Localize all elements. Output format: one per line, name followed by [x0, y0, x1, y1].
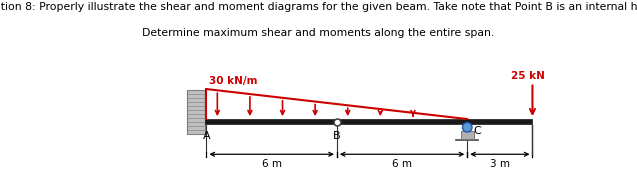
Text: 6 m: 6 m: [262, 159, 282, 169]
Bar: [187, 90, 205, 134]
Ellipse shape: [462, 122, 472, 132]
Text: 3 m: 3 m: [490, 159, 510, 169]
Text: Situation 8: Properly illustrate the shear and moment diagrams for the given bea: Situation 8: Properly illustrate the she…: [0, 2, 637, 12]
Bar: [461, 131, 474, 139]
Text: Determine maximum shear and moments along the entire span.: Determine maximum shear and moments alon…: [143, 28, 494, 38]
Text: 6 m: 6 m: [392, 159, 412, 169]
Text: 25 kN: 25 kN: [511, 71, 545, 81]
Text: A: A: [203, 131, 210, 141]
Text: B: B: [333, 131, 341, 141]
Bar: [205, 119, 533, 124]
Text: 30 kN/m: 30 kN/m: [209, 76, 257, 86]
Text: C: C: [474, 126, 482, 136]
